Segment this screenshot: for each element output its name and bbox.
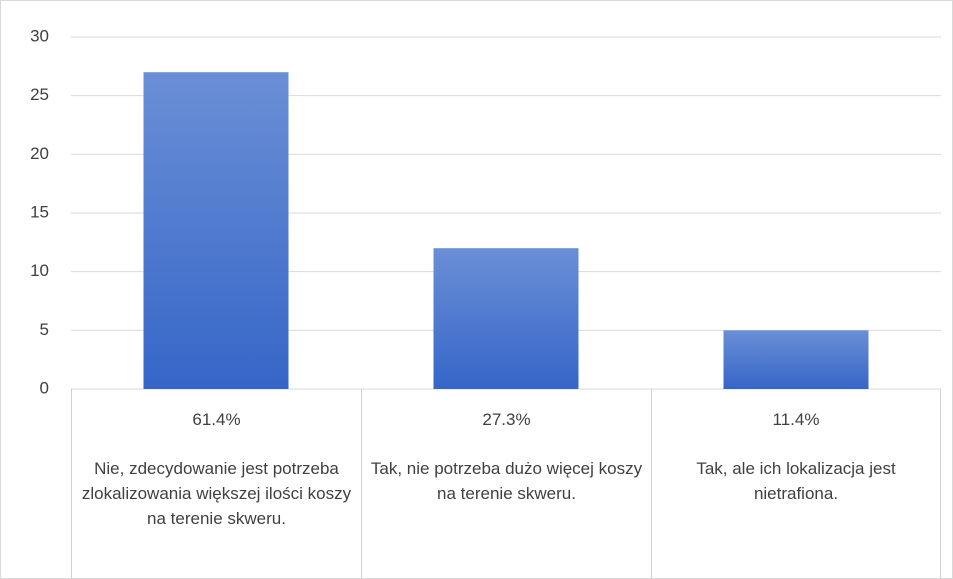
y-tick-label: 0 [40, 378, 49, 397]
y-tick-label: 25 [30, 85, 49, 104]
y-tick-label: 30 [30, 26, 49, 45]
x-tick-label: Nie, zdecydowanie jest potrzeba zlokaliz… [81, 459, 352, 528]
table-value: 11.4% [772, 410, 820, 429]
table-cell: 11.4% Tak, ale ich lokalizacja jest nietr… [651, 389, 941, 578]
bar [433, 248, 579, 389]
x-tick-label: Tak, ale ich lokalizacja jest nietrafion… [696, 459, 896, 503]
x-tick-label: Tak, nie potrzeba dużo więcej koszy na t… [370, 459, 643, 503]
y-tick-label: 20 [30, 144, 49, 163]
table-cell: 61.4% Nie, zdecydowanie jest potrzeba zlo… [71, 389, 361, 578]
bar [723, 330, 869, 389]
y-tick-label: 15 [30, 202, 49, 221]
y-tick-label: 5 [40, 320, 49, 339]
table-value: 61.4% [192, 410, 241, 429]
table-value: 27.3% [482, 410, 531, 429]
bar [143, 72, 289, 389]
y-tick-label: 10 [30, 261, 49, 280]
table-cell: 27.3% Tak, nie potrzeba dużo więcej koszy… [361, 389, 651, 578]
